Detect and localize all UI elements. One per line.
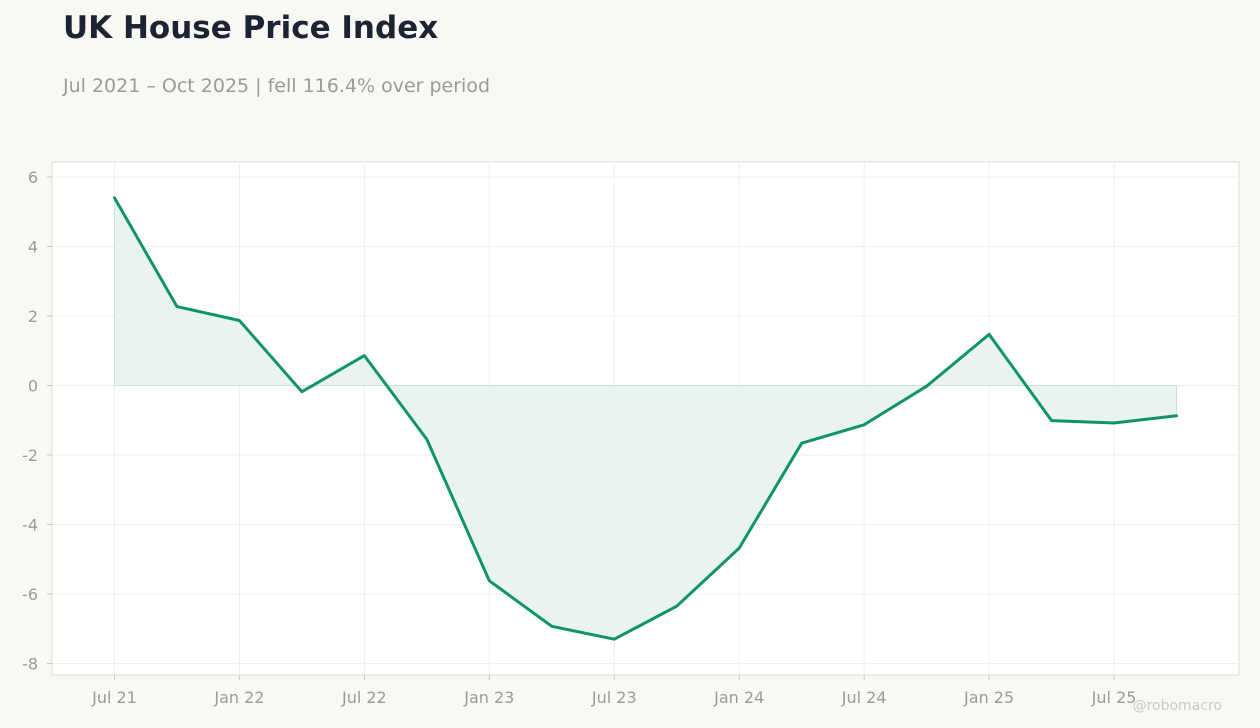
data-point xyxy=(362,354,366,358)
y-tick-label: 6 xyxy=(28,168,38,187)
data-point xyxy=(175,305,179,309)
data-point xyxy=(425,437,429,441)
line-layer xyxy=(112,196,1179,641)
y-tick-label: 2 xyxy=(28,307,38,326)
x-tick-label: Jul 22 xyxy=(341,688,387,707)
x-tick-label: Jan 23 xyxy=(463,688,514,707)
series-line xyxy=(112,196,1179,641)
data-point xyxy=(1175,414,1179,418)
area-layer xyxy=(113,197,1178,640)
watermark: @robomacro xyxy=(1133,698,1222,714)
x-tick-label: Jul 24 xyxy=(841,688,887,707)
y-tick-label: 4 xyxy=(28,237,38,256)
y-tick-label: -2 xyxy=(22,446,38,465)
data-point xyxy=(800,441,804,445)
x-tick-label: Jul 23 xyxy=(591,688,637,707)
series-area xyxy=(114,197,1177,640)
data-point xyxy=(112,196,116,200)
data-point xyxy=(550,624,554,628)
data-point xyxy=(1050,419,1054,423)
data-point xyxy=(737,546,741,550)
data-point xyxy=(612,637,616,641)
data-point xyxy=(675,604,679,608)
data-point xyxy=(487,579,491,583)
x-tick-label: Jul 25 xyxy=(1091,688,1137,707)
y-tick-label: 0 xyxy=(28,376,38,395)
y-tick-label: -8 xyxy=(22,655,38,674)
y-axis: 6 4 2 0 -2 -4 -6 -8 xyxy=(22,168,52,674)
x-tick-label: Jul 21 xyxy=(91,688,137,707)
data-point xyxy=(987,332,991,336)
data-point xyxy=(300,390,304,394)
data-point xyxy=(862,423,866,427)
chart-subtitle: Jul 2021 – Oct 2025 | fell 116.4% over p… xyxy=(63,75,491,97)
x-tick-label: Jan 24 xyxy=(713,688,764,707)
x-tick-label: Jan 22 xyxy=(213,688,264,707)
data-point xyxy=(237,318,241,322)
x-axis: Jul 21 Jan 22 Jul 22 Jan 23 Jul 23 Jan 24 Jul … xyxy=(91,675,1136,707)
chart-title: UK House Price Index xyxy=(63,10,439,46)
x-tick-label: Jan 25 xyxy=(963,688,1014,707)
y-tick-label: -6 xyxy=(22,585,38,604)
data-point xyxy=(1112,421,1116,425)
y-tick-label: -4 xyxy=(22,516,38,535)
data-point xyxy=(925,384,929,388)
